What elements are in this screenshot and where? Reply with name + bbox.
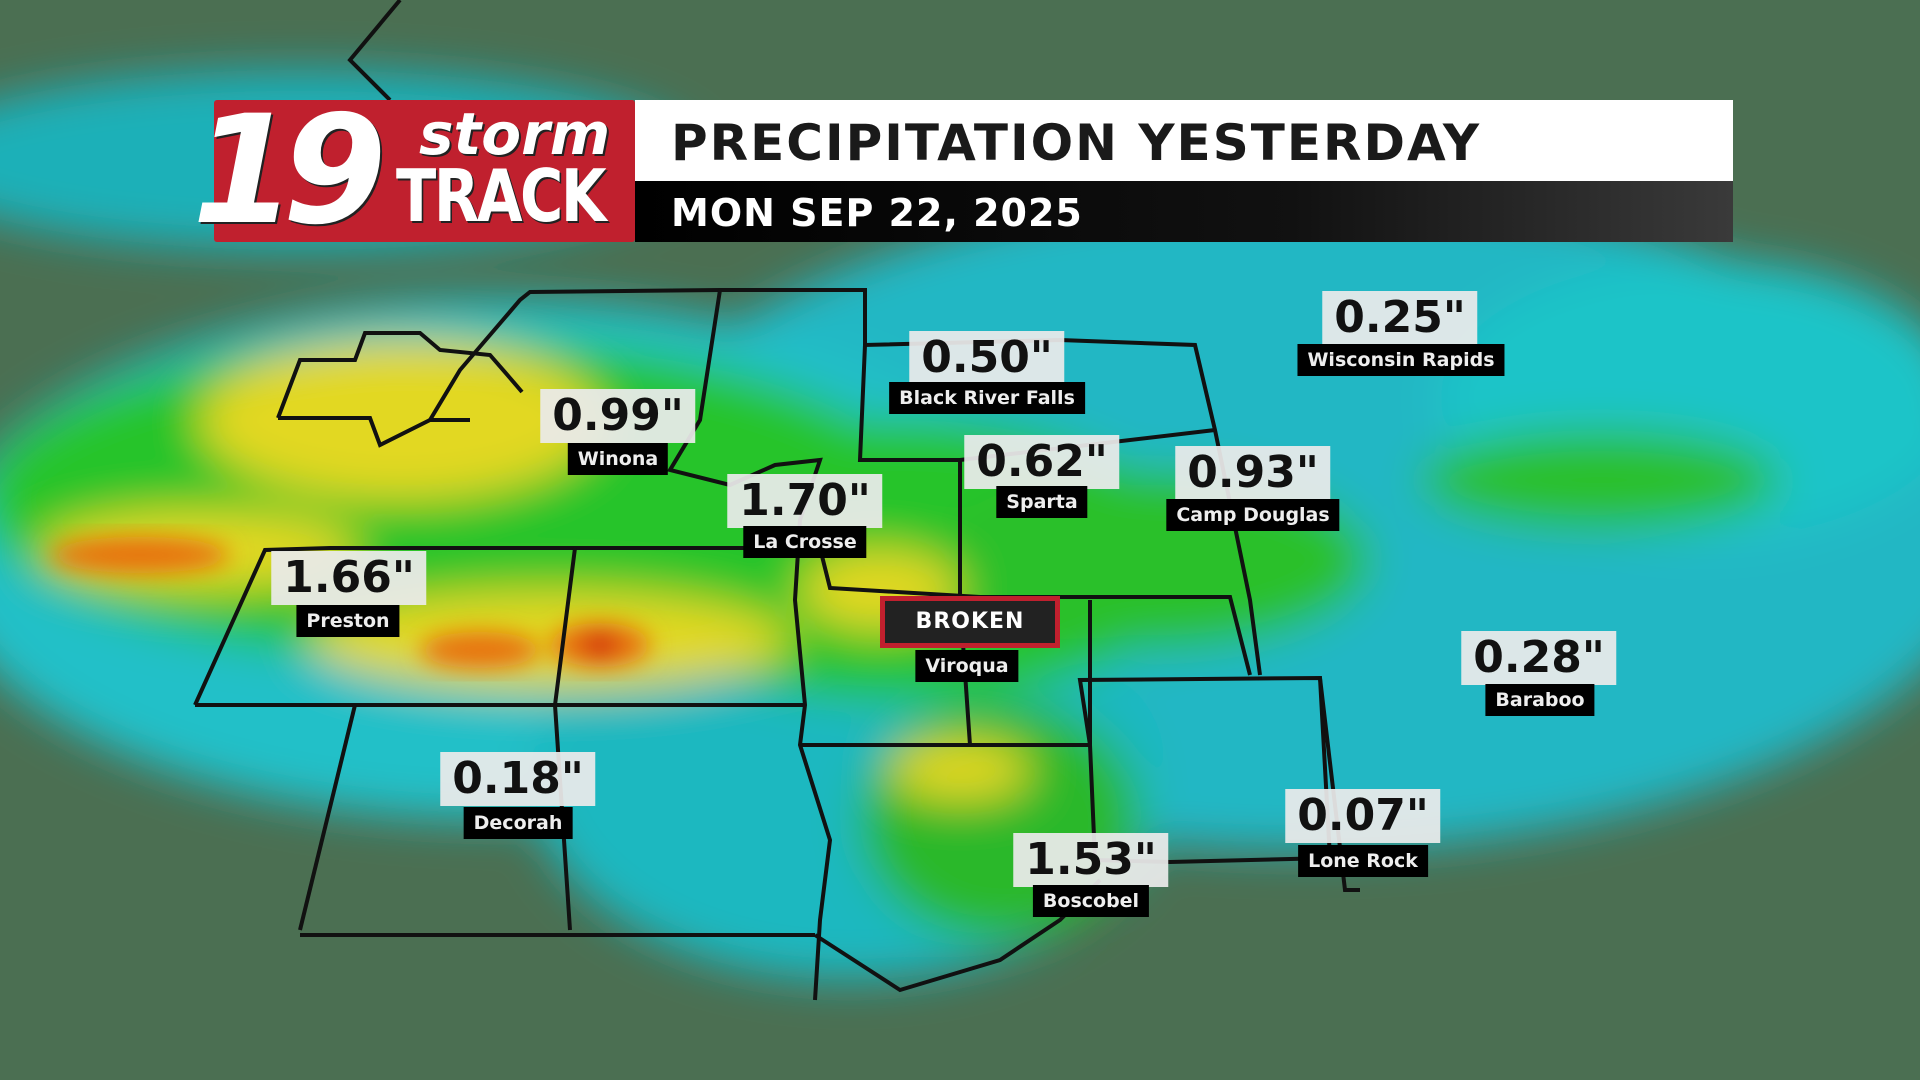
station-name: Sparta	[996, 486, 1088, 518]
station-value: 0.28"	[1461, 631, 1617, 685]
date-label: MON SEP 22, 2025	[671, 191, 1083, 235]
station-value: 1.66"	[271, 551, 427, 605]
page-title: PRECIPITATION YESTERDAY	[671, 114, 1482, 172]
station-name: Preston	[296, 605, 400, 637]
station-name: Viroqua	[915, 650, 1019, 682]
station-name: Baraboo	[1485, 684, 1595, 716]
station-name: Boscobel	[1032, 885, 1150, 917]
station-name: Wisconsin Rapids	[1297, 344, 1505, 376]
title-bar: PRECIPITATION YESTERDAY	[635, 100, 1733, 181]
station-value: 0.99"	[540, 389, 696, 443]
station-value: 0.62"	[964, 435, 1120, 489]
station-name: Camp Douglas	[1166, 499, 1340, 531]
logo-number: 19	[192, 84, 387, 258]
station-name: La Crosse	[743, 526, 867, 558]
station-name: Lone Rock	[1298, 845, 1428, 877]
station-value: 1.70"	[727, 474, 883, 528]
station-value: 0.07"	[1285, 789, 1441, 843]
station-value: 0.93"	[1175, 446, 1331, 500]
station-value: 1.53"	[1013, 833, 1169, 887]
logo-storm: storm	[419, 100, 611, 168]
station-name: Winona	[567, 443, 669, 475]
station-value: 0.50"	[909, 331, 1065, 385]
logo-track: TRACK	[396, 154, 607, 238]
station-value: 0.25"	[1322, 291, 1478, 345]
broken-station-badge: BROKEN	[880, 596, 1060, 648]
date-bar: MON SEP 22, 2025	[635, 181, 1733, 242]
station-name: Decorah	[463, 807, 573, 839]
storm-track-logo: 19 storm TRACK	[192, 96, 635, 246]
station-name: Black River Falls	[889, 382, 1085, 414]
station-value: 0.18"	[440, 752, 596, 806]
